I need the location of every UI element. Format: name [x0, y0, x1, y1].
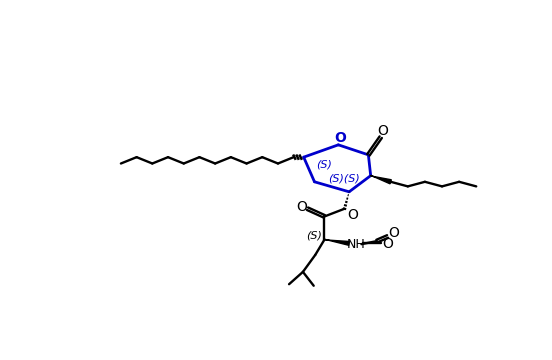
- Text: NH: NH: [347, 238, 365, 251]
- Text: O: O: [296, 200, 307, 214]
- Text: (S)(S): (S)(S): [328, 174, 359, 184]
- Text: O: O: [378, 124, 389, 138]
- Text: O: O: [382, 237, 393, 251]
- Text: (S): (S): [306, 231, 322, 241]
- Text: (S): (S): [316, 159, 332, 169]
- Text: O: O: [389, 226, 399, 240]
- Polygon shape: [370, 175, 391, 184]
- Text: O: O: [347, 208, 358, 222]
- Text: O: O: [334, 131, 346, 145]
- Polygon shape: [325, 239, 349, 245]
